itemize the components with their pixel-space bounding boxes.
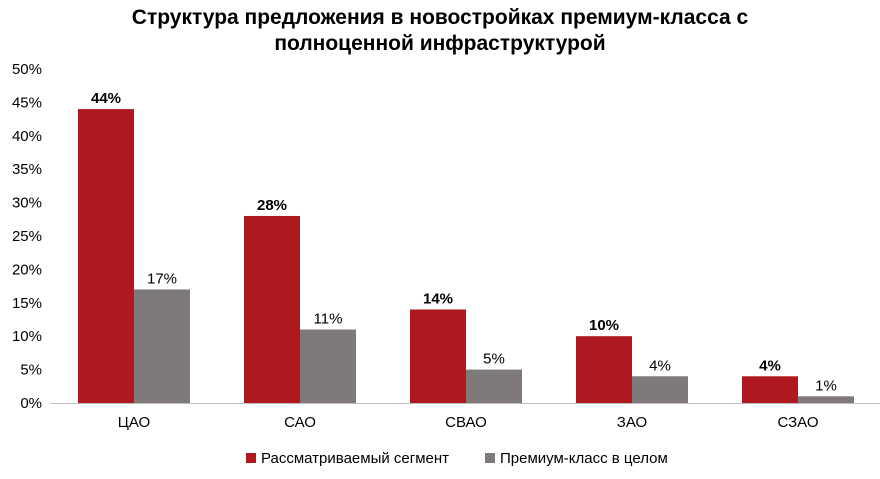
y-tick-label: 0%	[20, 395, 42, 412]
legend-label-segment: Рассматриваемый сегмент	[261, 450, 449, 467]
bar-segment	[78, 109, 134, 403]
legend-label-premium: Премиум-класс в целом	[500, 450, 668, 467]
bar-premium	[798, 396, 854, 403]
bar-segment	[244, 215, 300, 403]
bar-segment	[576, 336, 632, 403]
legend: Рассматриваемый сегмент Премиум-класс в …	[246, 450, 668, 467]
category-label: ЦАО	[118, 414, 150, 431]
y-tick-label: 10%	[12, 328, 42, 345]
y-tick-label: 30%	[12, 195, 42, 212]
y-tick-label: 25%	[12, 228, 42, 245]
data-label-premium: 11%	[314, 311, 343, 328]
y-axis: 0% 5% 10% 15% 20% 25% 30% 35% 40% 45% 50%	[12, 61, 42, 412]
data-label-segment: 4%	[759, 357, 781, 374]
y-tick-label: 35%	[12, 161, 42, 178]
data-label-segment: 44%	[91, 90, 121, 107]
plot-area: 44% 17% 28% 11% 14% 5% 10% 4% 4% 1%	[78, 90, 854, 403]
category-label: СЗАО	[777, 414, 818, 431]
x-axis: ЦАО САО СВАО ЗАО СЗАО	[118, 414, 819, 431]
y-tick-label: 20%	[12, 261, 42, 278]
bar-premium	[466, 369, 522, 403]
data-label-premium: 4%	[649, 357, 671, 374]
data-label-segment: 28%	[257, 197, 287, 214]
y-tick-label: 15%	[12, 295, 42, 312]
category-label: ЗАО	[617, 414, 647, 431]
bar-premium	[632, 376, 688, 403]
chart-title-line-2: полноценной инфраструктурой	[274, 32, 605, 55]
bar-premium	[134, 289, 190, 403]
data-label-premium: 5%	[483, 351, 505, 368]
y-tick-label: 45%	[12, 94, 42, 111]
category-label: САО	[284, 414, 316, 431]
data-label-premium: 17%	[147, 270, 177, 287]
bar-segment	[410, 309, 466, 403]
data-label-premium: 1%	[815, 377, 837, 394]
chart-title-line-1: Структура предложения в новостройках пре…	[132, 6, 749, 29]
y-tick-label: 40%	[12, 128, 42, 145]
y-tick-label: 5%	[20, 362, 42, 379]
legend-swatch-premium	[485, 453, 495, 463]
bar-premium	[300, 329, 356, 403]
data-label-segment: 10%	[589, 317, 619, 334]
legend-swatch-segment	[246, 453, 256, 463]
data-label-segment: 14%	[423, 290, 453, 307]
y-tick-label: 50%	[12, 61, 42, 78]
bar-segment	[742, 376, 798, 403]
category-label: СВАО	[445, 414, 487, 431]
